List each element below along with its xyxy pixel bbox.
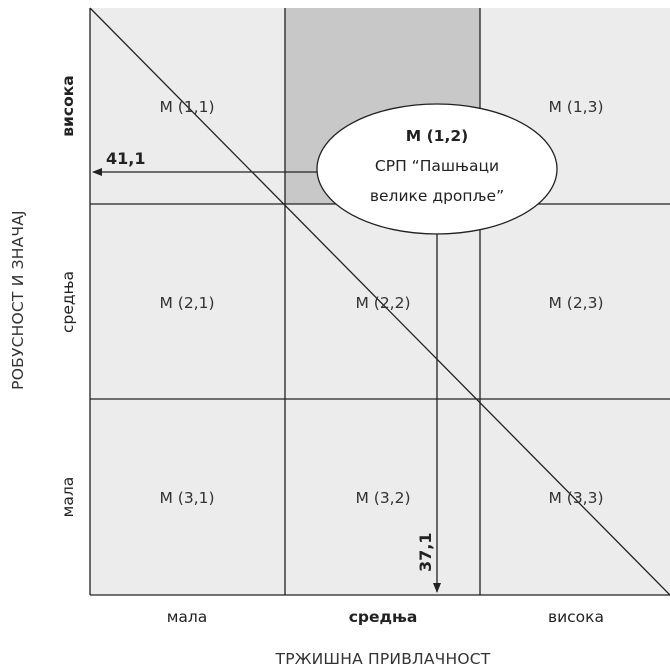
y-tick-medium: средња (59, 271, 77, 333)
cell-label-2-3: M (2,3) (548, 294, 603, 312)
x-axis-title: ТРЖИШНА ПРИВЛАЧНОСТ (275, 650, 491, 668)
cell-label-3-3: M (3,3) (548, 489, 603, 507)
x-value-label: 37,1 (416, 533, 435, 572)
callout-line-1: СРП “Пашњаци (375, 157, 499, 175)
cell-label-2-1: M (2,1) (159, 294, 214, 312)
y-value-label: 41,1 (106, 149, 145, 168)
x-tick-medium: средња (349, 608, 418, 626)
callout-title: M (1,2) (406, 127, 468, 145)
cell-label-2-2: M (2,2) (355, 294, 410, 312)
x-tick-high: висока (548, 608, 604, 626)
diagonal-line (89, 7, 670, 596)
callout-line-2: велике дропље” (370, 187, 504, 205)
cell-label-1-3: M (1,3) (548, 98, 603, 116)
x-tick-low: мала (167, 608, 208, 626)
y-tick-high: висока (59, 75, 77, 137)
y-axis-title: РОБУСНОСТ И ЗНАЧАЈ (9, 210, 27, 390)
y-tick-low: мала (59, 477, 77, 518)
grid-lines (89, 7, 670, 596)
callout-ellipse (316, 103, 558, 235)
cell-label-3-2: M (3,2) (355, 489, 410, 507)
cell-label-1-1: M (1,1) (159, 98, 214, 116)
cell-label-3-1: M (3,1) (159, 489, 214, 507)
